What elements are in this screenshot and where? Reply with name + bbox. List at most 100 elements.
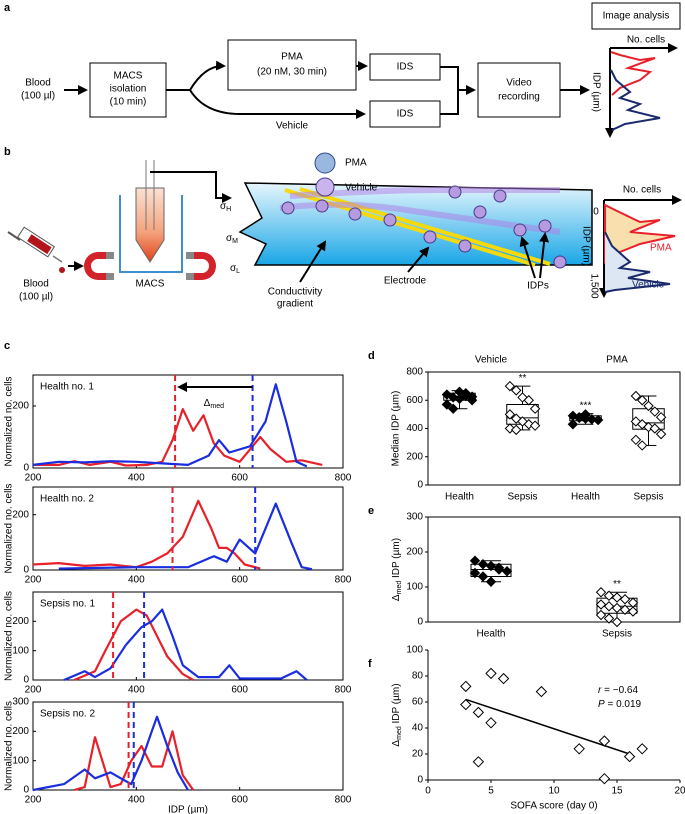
node xyxy=(227,39,357,91)
label-part: Δ xyxy=(204,398,211,409)
label: P = 0.019 xyxy=(598,699,642,710)
data-point xyxy=(595,609,607,621)
y-tick-label: 0 xyxy=(23,565,29,576)
label: r = −0.64 xyxy=(598,685,638,696)
arrow xyxy=(407,246,430,273)
x-tick-label: 600 xyxy=(231,685,248,696)
sigma: σ xyxy=(220,201,227,212)
label: Vehicle xyxy=(345,183,378,194)
axis-label: IDP (µm) xyxy=(580,226,591,266)
data-point xyxy=(580,409,591,420)
data-point xyxy=(611,602,623,614)
cell-path xyxy=(279,201,561,235)
x-tick-label: 800 xyxy=(335,795,352,806)
legend-label: Vehicle xyxy=(632,280,665,291)
axis-label: No. cells xyxy=(627,35,665,46)
data-point xyxy=(586,414,598,425)
y-tick-label: 300 xyxy=(12,697,29,708)
panel-label: d xyxy=(368,350,375,362)
data-point xyxy=(611,592,623,603)
cells xyxy=(281,185,567,269)
label-part: IDP (µm) xyxy=(391,538,402,581)
plot-frame xyxy=(427,516,681,623)
device-diagram: Blood (100 µl) MACS PMA Vehicle σH σM σL… xyxy=(7,152,682,310)
x-tick-label: 200 xyxy=(25,795,42,806)
label: IDPs xyxy=(527,281,549,292)
node xyxy=(477,62,561,118)
x-tick-label: 20 xyxy=(674,786,685,797)
data-point xyxy=(595,599,607,610)
data-point xyxy=(460,698,472,711)
node-label: IDS xyxy=(397,109,414,120)
label-part: = −0.64 xyxy=(601,685,638,696)
label: Blood xyxy=(23,279,49,290)
label: Δmed xyxy=(204,398,224,411)
cell-path xyxy=(289,187,560,199)
series-line xyxy=(63,608,308,682)
data-point xyxy=(623,750,636,763)
data-point xyxy=(598,772,611,785)
arrow xyxy=(189,89,366,119)
label: Conductivity xyxy=(268,287,322,298)
magnet-pole xyxy=(186,273,194,280)
y-axis-label: Normalized no. cells xyxy=(4,591,15,681)
node-label: MACS xyxy=(114,71,143,82)
node xyxy=(591,2,681,30)
data-point xyxy=(477,559,489,570)
x-tick-label: 600 xyxy=(231,473,248,484)
y-tick-label: 200 xyxy=(406,547,423,558)
data-point xyxy=(504,423,516,434)
arrow xyxy=(519,236,536,279)
node-label: recording xyxy=(498,92,540,103)
magnet-pole xyxy=(186,252,194,259)
y-tick-label: 200 xyxy=(406,451,423,462)
x-tick-label: Sepsis xyxy=(633,492,663,503)
x-tick-label: Health xyxy=(477,629,506,640)
sigma: σ xyxy=(226,233,233,244)
data-point xyxy=(510,385,522,396)
data-point xyxy=(477,571,489,582)
y-tick-label: 200 xyxy=(12,401,29,412)
x-tick-label: 400 xyxy=(128,575,145,586)
data-point xyxy=(469,555,481,566)
group-label: Vehicle xyxy=(475,355,508,366)
label-part: = 0.019 xyxy=(605,699,642,710)
x-tick-label: Health xyxy=(571,492,600,503)
data-point xyxy=(460,680,472,693)
magnet-pole xyxy=(106,252,114,259)
x-tick-label: 400 xyxy=(128,795,145,806)
node-label: isolation xyxy=(110,84,147,95)
x-tick-label: 10 xyxy=(548,786,560,797)
syringe-plunger xyxy=(7,231,21,241)
node-label: Image analysis xyxy=(603,11,670,22)
data-point xyxy=(630,390,642,402)
axis-label: IDP (µm) xyxy=(590,72,601,112)
data-point xyxy=(630,434,642,446)
label-sub: med xyxy=(210,403,224,410)
label-part: Δ xyxy=(391,740,402,747)
x-tick-label: 800 xyxy=(335,575,352,586)
y-tick-label: 200 xyxy=(12,726,29,737)
arrow xyxy=(440,66,476,95)
significance: ** xyxy=(519,373,527,384)
data-point xyxy=(485,576,497,587)
label: MACS xyxy=(136,279,165,290)
x-tick-label: 200 xyxy=(25,685,42,696)
data-point xyxy=(493,562,505,573)
panel-label: f xyxy=(368,658,372,670)
y-tick-label: 60 xyxy=(412,697,424,708)
y-tick-label: 100 xyxy=(12,755,29,766)
data-point xyxy=(466,391,478,402)
x-tick-label: Health xyxy=(445,492,474,503)
label: σH xyxy=(220,201,231,214)
sigma-sub: H xyxy=(226,206,231,213)
data-point xyxy=(655,428,667,440)
label-part: Δ xyxy=(391,594,402,601)
fit-line xyxy=(465,698,630,755)
x-tick-label: 200 xyxy=(25,575,42,586)
data-point xyxy=(504,380,516,392)
data-point xyxy=(598,735,611,747)
label: σL xyxy=(230,263,240,276)
node-label: (100 µl) xyxy=(21,91,55,102)
arrow xyxy=(440,90,459,115)
